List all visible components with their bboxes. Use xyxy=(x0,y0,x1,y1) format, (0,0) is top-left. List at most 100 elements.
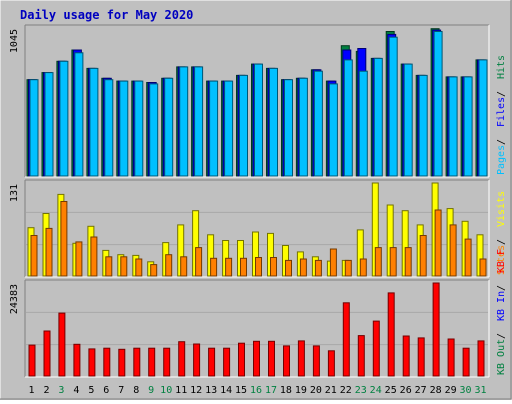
y-max-label: 24383 xyxy=(9,284,20,314)
bar-sites-day-21 xyxy=(329,248,337,277)
bar-sites-day-27 xyxy=(419,235,427,277)
bar-kb-f-day-18 xyxy=(283,345,290,377)
bar-sites-day-26 xyxy=(404,247,412,277)
bar-pages-day-25 xyxy=(388,36,398,177)
x-label-day-13: 13 xyxy=(205,385,217,396)
bar-pages-day-10 xyxy=(164,77,174,177)
x-label-day-2: 2 xyxy=(43,385,49,396)
x-label-day-8: 8 xyxy=(133,385,139,396)
bar-pages-day-28 xyxy=(433,31,443,177)
x-label-day-27: 27 xyxy=(415,385,427,396)
x-label-day-29: 29 xyxy=(445,385,457,396)
x-label-day-4: 4 xyxy=(73,385,79,396)
bar-sites-day-25 xyxy=(389,247,397,277)
bar-sites-day-7 xyxy=(120,256,128,277)
bar-sites-day-3 xyxy=(60,201,68,277)
bar-sites-day-6 xyxy=(105,256,113,277)
legend-pages: Pages xyxy=(496,145,507,175)
bar-sites-day-30 xyxy=(464,238,472,277)
legend-sites: Sites xyxy=(496,245,507,275)
legend-separator: / xyxy=(496,285,507,291)
x-label-day-7: 7 xyxy=(118,385,124,396)
bar-pages-day-2 xyxy=(44,72,54,177)
bar-sites-day-24 xyxy=(374,247,382,277)
x-label-day-21: 21 xyxy=(325,385,337,396)
bar-kb-f-day-23 xyxy=(357,335,365,377)
legend-kb-in: KB In xyxy=(496,291,507,321)
x-label-day-11: 11 xyxy=(175,385,187,396)
bar-pages-day-15 xyxy=(239,74,248,177)
x-label-day-24: 24 xyxy=(370,385,382,396)
bar-kb-f-day-20 xyxy=(312,345,320,377)
bar-pages-day-16 xyxy=(254,63,263,177)
x-label-day-16: 16 xyxy=(250,385,262,396)
bar-sites-day-14 xyxy=(225,257,233,277)
bar-kb-f-day-22 xyxy=(342,302,350,377)
bar-kb-f-day-26 xyxy=(402,335,410,377)
x-label-day-31: 31 xyxy=(474,385,486,396)
x-label-day-1: 1 xyxy=(28,385,34,396)
legend-separator: / xyxy=(496,91,507,97)
bar-kb-f-day-2 xyxy=(43,330,51,377)
bar-kb-f-day-24 xyxy=(372,320,380,377)
bar-pages-day-30 xyxy=(463,76,473,177)
x-label-day-20: 20 xyxy=(310,385,322,396)
y-max-label: 131 xyxy=(9,184,20,202)
panel-kb: 24383 KB Out / KB In / KB F xyxy=(9,249,507,378)
bar-kb-f-day-14 xyxy=(223,347,231,377)
bar-sites-day-10 xyxy=(165,254,173,277)
x-label-day-25: 25 xyxy=(385,385,397,396)
bar-pages-day-7 xyxy=(119,80,129,177)
legend-kb-out: KB Out xyxy=(496,339,507,375)
bar-kb-f-day-15 xyxy=(238,342,245,377)
bar-kb-f-day-4 xyxy=(73,343,81,377)
bar-kb-f-day-29 xyxy=(447,338,455,377)
chart-title: Daily usage for May 2020 xyxy=(20,8,193,22)
bar-sites-day-8 xyxy=(135,258,143,277)
legend-hits: Hits xyxy=(496,55,507,79)
x-label-day-3: 3 xyxy=(58,385,64,396)
bar-kb-f-day-16 xyxy=(253,340,260,377)
bar-sites-day-16 xyxy=(255,257,262,277)
bar-pages-day-21 xyxy=(328,83,338,177)
x-label-day-6: 6 xyxy=(103,385,109,396)
bar-pages-day-18 xyxy=(284,79,293,177)
panel-visits-sites: 131 Sites / Visits xyxy=(9,179,507,278)
x-label-day-30: 30 xyxy=(459,385,471,396)
bar-sites-day-23 xyxy=(359,258,367,277)
bar-pages-day-9 xyxy=(149,83,159,177)
bar-kb-f-day-13 xyxy=(208,347,216,377)
x-label-day-28: 28 xyxy=(430,385,442,396)
bar-sites-day-13 xyxy=(210,257,218,277)
x-label-day-18: 18 xyxy=(280,385,292,396)
bar-pages-day-3 xyxy=(59,60,69,177)
bar-kb-f-day-11 xyxy=(178,341,186,377)
bar-sites-day-4 xyxy=(75,241,83,277)
x-label-day-5: 5 xyxy=(88,385,94,396)
bar-sites-day-20 xyxy=(314,259,322,277)
x-label-day-9: 9 xyxy=(148,385,154,396)
y-max-label: 1045 xyxy=(9,29,20,53)
bar-kb-f-day-25 xyxy=(387,292,395,377)
panel-hits-files-pages: 1045 Pages / Files / Hits xyxy=(9,24,507,178)
bar-sites-day-18 xyxy=(285,259,292,277)
legend-separator: / xyxy=(496,239,507,245)
x-label-day-19: 19 xyxy=(295,385,307,396)
x-label-day-12: 12 xyxy=(190,385,202,396)
legend-kb-f: KB F xyxy=(496,249,507,273)
bar-kb-f-day-6 xyxy=(103,347,111,377)
x-label-day-15: 15 xyxy=(235,385,247,396)
legend-separator: / xyxy=(496,139,507,145)
bar-sites-day-1 xyxy=(30,235,38,277)
bar-kb-f-day-21 xyxy=(327,350,335,377)
bar-kb-f-day-19 xyxy=(297,340,305,377)
bar-sites-day-5 xyxy=(90,236,98,277)
bar-kb-f-day-30 xyxy=(462,347,470,377)
x-label-day-14: 14 xyxy=(220,385,232,396)
bar-sites-day-12 xyxy=(195,247,203,277)
x-label-day-17: 17 xyxy=(265,385,277,396)
bar-sites-day-31 xyxy=(479,258,487,277)
bar-pages-day-11 xyxy=(179,66,189,177)
